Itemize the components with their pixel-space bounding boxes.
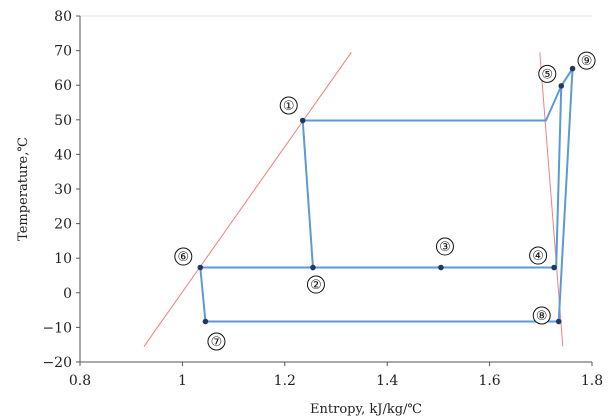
point-label-circle bbox=[435, 237, 454, 256]
x-tick-label: 1.4 bbox=[376, 373, 398, 389]
markers-layer bbox=[197, 65, 576, 325]
y-tick-label: 80 bbox=[54, 9, 72, 25]
point-label-circle bbox=[279, 96, 298, 115]
point-label-circle bbox=[207, 332, 226, 351]
x-tick-label: 1 bbox=[178, 373, 187, 389]
point-label: ③ bbox=[439, 240, 451, 255]
cycle-top-path bbox=[302, 85, 563, 122]
data-point bbox=[202, 318, 209, 325]
y-axis-title: Temperature,℃ bbox=[16, 137, 31, 241]
point-label: ⑥ bbox=[177, 250, 189, 265]
point-label: ① bbox=[283, 99, 295, 114]
point-label: ② bbox=[310, 278, 322, 293]
point-label-circle bbox=[306, 275, 325, 294]
y-tick-label: 20 bbox=[54, 217, 72, 233]
saturated-liquid-line bbox=[143, 52, 352, 347]
y-tick-label: 40 bbox=[54, 147, 72, 163]
data-point bbox=[197, 264, 204, 271]
y-tick-label: 70 bbox=[54, 44, 72, 60]
y-tick-label: 0 bbox=[63, 286, 72, 302]
data-point bbox=[555, 318, 562, 325]
data-point bbox=[551, 264, 557, 271]
y-tick-label: 50 bbox=[54, 113, 72, 129]
x-tick-label: 1.6 bbox=[478, 373, 500, 389]
point-labels-layer: ① ② ③ ④ ⑤ ⑥ ⑦ ⑧ ⑨ bbox=[174, 51, 596, 351]
y-tick-label: 30 bbox=[54, 182, 72, 198]
point-label: ④ bbox=[532, 249, 544, 264]
x-tick-label: 1.2 bbox=[274, 373, 296, 389]
data-point bbox=[558, 83, 565, 89]
point-label: ⑧ bbox=[536, 309, 548, 324]
y-tick-label: −20 bbox=[42, 355, 72, 371]
point-label: ⑨ bbox=[581, 54, 593, 69]
point-label: ⑦ bbox=[211, 335, 223, 350]
x-axis-title: Entropy, kJ/kg/℃ bbox=[310, 402, 422, 417]
data-point bbox=[310, 264, 316, 271]
x-tick-label: 0.8 bbox=[69, 373, 91, 389]
point-label: ⑤ bbox=[541, 67, 553, 82]
point-label-circle bbox=[174, 247, 193, 266]
axes-layer: −20 −10 0 10 20 30 40 50 60 70 80 0.8 1 1.2 1.4 1.6 1.8 bbox=[42, 9, 603, 389]
saturated-vapor-line bbox=[539, 52, 564, 347]
data-point bbox=[299, 117, 306, 124]
point-label-circle bbox=[577, 51, 596, 70]
point-label-circle bbox=[538, 64, 557, 83]
y-tick-label: 10 bbox=[54, 251, 72, 267]
point-label-circle bbox=[532, 306, 551, 325]
y-tick-label: −10 bbox=[42, 320, 72, 336]
point-label-circle bbox=[529, 246, 548, 265]
data-point bbox=[569, 65, 576, 72]
lines-layer bbox=[143, 52, 574, 347]
cycle-path bbox=[199, 67, 574, 323]
data-point bbox=[438, 264, 444, 271]
x-tick-label: 1.8 bbox=[581, 373, 603, 389]
y-tick-label: 60 bbox=[54, 78, 72, 94]
